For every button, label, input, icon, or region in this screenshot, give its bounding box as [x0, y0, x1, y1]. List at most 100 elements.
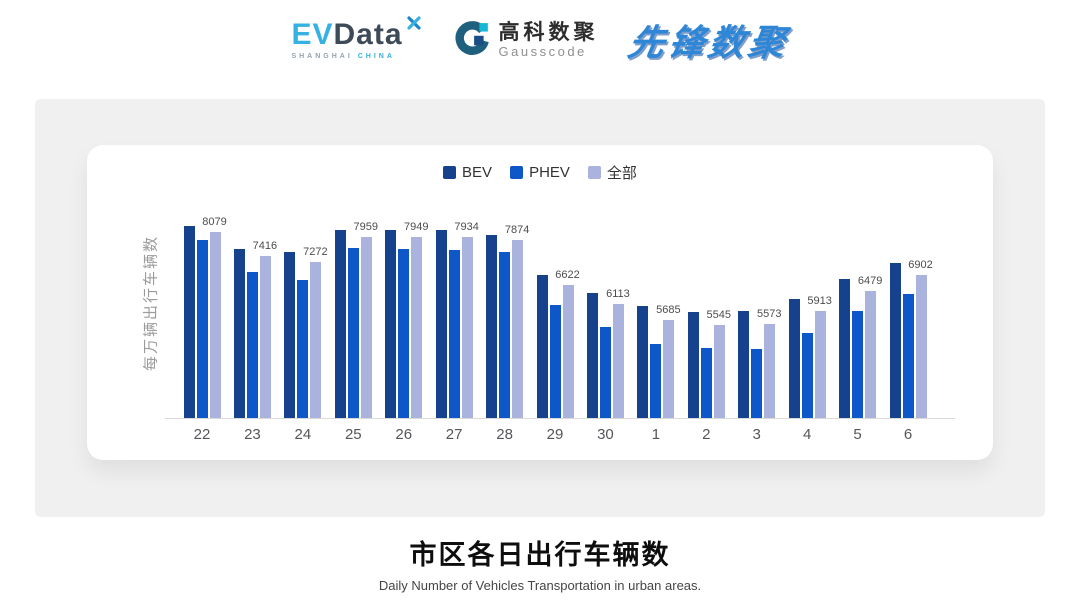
legend-item-全部[interactable]: 全部 — [587, 162, 637, 183]
bar-bev-24 — [284, 251, 296, 418]
x-axis-label-29: 29 — [546, 426, 564, 443]
bar-phev-5 — [852, 311, 864, 418]
bar-value-label: 5545 — [706, 308, 732, 321]
bar-全部-26 — [411, 236, 423, 418]
bar-全部-27 — [461, 237, 473, 418]
bar-全部-28 — [512, 239, 524, 418]
bar-group-3: 5573 — [738, 145, 781, 418]
legend-label: PHEV — [529, 164, 570, 181]
x-axis-label-22: 22 — [193, 426, 211, 443]
bar-全部-25 — [360, 236, 372, 418]
x-axis-label-6: 6 — [903, 426, 913, 443]
chart-subtitle: Daily Number of Vehicles Transportation … — [378, 578, 702, 593]
bar-全部-2 — [713, 324, 725, 418]
bar-全部-1 — [663, 319, 675, 418]
bar-value-label: 7416 — [252, 240, 278, 253]
header-logos: EV Data SHANGHAI CHINA 高科数聚 Gausscode — [0, 14, 1080, 66]
x-axis-label-27: 27 — [445, 426, 463, 443]
legend-swatch-icon — [443, 166, 457, 179]
bar-全部-22 — [209, 232, 221, 418]
legend-label: 全部 — [606, 165, 637, 182]
evdata-shanghai-text: SHANGHAI — [291, 53, 353, 60]
bar-bev-30 — [586, 292, 598, 418]
legend-swatch-icon — [510, 166, 524, 179]
x-axis-label-28: 28 — [496, 426, 513, 443]
bar-group-30: 6113 — [586, 145, 630, 418]
bar-全部-30 — [612, 304, 624, 418]
evdata-wordmark: EV Data — [291, 16, 422, 51]
bar-group-24: 7272 — [284, 145, 328, 418]
bar-phev-1 — [650, 343, 662, 418]
bar-bev-23 — [233, 248, 245, 418]
evdata-ev-text: EV — [291, 18, 334, 51]
x-axis-label-2: 2 — [702, 426, 711, 443]
bar-group-4: 5913 — [788, 145, 832, 418]
bar-value-label: 7272 — [303, 245, 328, 258]
bar-bev-2 — [687, 312, 699, 418]
bar-value-label: 5913 — [807, 295, 832, 308]
bar-全部-23 — [259, 256, 271, 418]
bar-group-28: 7874 — [486, 145, 529, 418]
bar-phev-28 — [499, 251, 511, 418]
bar-全部-29 — [562, 285, 574, 418]
x-axis-label-1: 1 — [651, 426, 661, 443]
bar-全部-3 — [764, 323, 776, 418]
bar-全部-24 — [310, 261, 322, 418]
bar-group-5: 6479 — [839, 145, 882, 418]
bar-bev-26 — [385, 229, 397, 418]
gausscode-logo: 高科数聚 Gausscode — [453, 21, 599, 60]
bar-bev-6 — [889, 263, 901, 418]
bar-value-label: 6479 — [857, 274, 883, 287]
bar-value-label: 6902 — [908, 259, 933, 272]
bar-phev-25 — [347, 248, 359, 418]
gausscode-g-icon — [455, 21, 489, 55]
x-axis-label-30: 30 — [597, 426, 614, 443]
legend-item-bev[interactable]: BEV — [443, 164, 492, 181]
bar-value-label: 6113 — [606, 288, 630, 301]
bar-phev-4 — [801, 333, 813, 418]
bar-value-label: 5685 — [656, 303, 681, 316]
bar-bev-5 — [839, 279, 851, 418]
bar-value-label: 5573 — [756, 307, 782, 320]
chart-title-block: 市区各日出行车辆数 Daily Number of Vehicles Trans… — [0, 533, 1080, 593]
evdata-pinwheel-icon — [406, 16, 421, 30]
x-axis-label-26: 26 — [395, 426, 413, 443]
gausscode-cn-text: 高科数聚 — [498, 20, 599, 44]
legend-label: BEV — [462, 164, 493, 181]
bar-value-label: 7949 — [403, 220, 429, 233]
bar-phev-6 — [902, 294, 914, 418]
bar-group-23: 7416 — [233, 145, 277, 418]
legend-swatch-icon — [587, 166, 601, 179]
x-axis-label-23: 23 — [244, 426, 261, 443]
bar-phev-22 — [196, 240, 208, 418]
bar-value-label: 7934 — [454, 221, 479, 234]
bar-phev-29 — [549, 304, 561, 418]
bar-group-6: 6902 — [889, 145, 933, 418]
bar-bev-22 — [183, 226, 195, 418]
evdata-china-text: CHINA — [357, 53, 395, 60]
bar-phev-27 — [448, 249, 460, 418]
bar-bev-3 — [738, 311, 750, 418]
bar-group-1: 5685 — [637, 145, 681, 418]
bar-phev-26 — [398, 248, 410, 418]
x-axis-label-5: 5 — [853, 426, 862, 443]
x-axis-label-3: 3 — [752, 426, 761, 443]
bar-bev-28 — [486, 234, 498, 418]
bar-bev-29 — [536, 274, 548, 418]
bar-bev-4 — [788, 299, 800, 418]
bar-phev-3 — [751, 348, 763, 418]
bar-bev-1 — [637, 306, 649, 418]
bar-phev-30 — [599, 326, 611, 418]
bar-value-label: 7959 — [353, 220, 379, 233]
bar-value-label: 8079 — [202, 216, 227, 229]
evdata-data-text: Data — [333, 18, 403, 51]
bar-group-27: 7934 — [435, 145, 479, 418]
bar-phev-23 — [246, 272, 258, 418]
x-axis-label-25: 25 — [344, 426, 362, 443]
gausscode-en-text: Gausscode — [498, 43, 587, 59]
bar-group-22: 8079 — [183, 145, 227, 418]
evdata-subtext: SHANGHAI CHINA — [291, 53, 394, 60]
legend-item-phev[interactable]: PHEV — [510, 164, 570, 181]
bar-bev-27 — [435, 230, 447, 418]
